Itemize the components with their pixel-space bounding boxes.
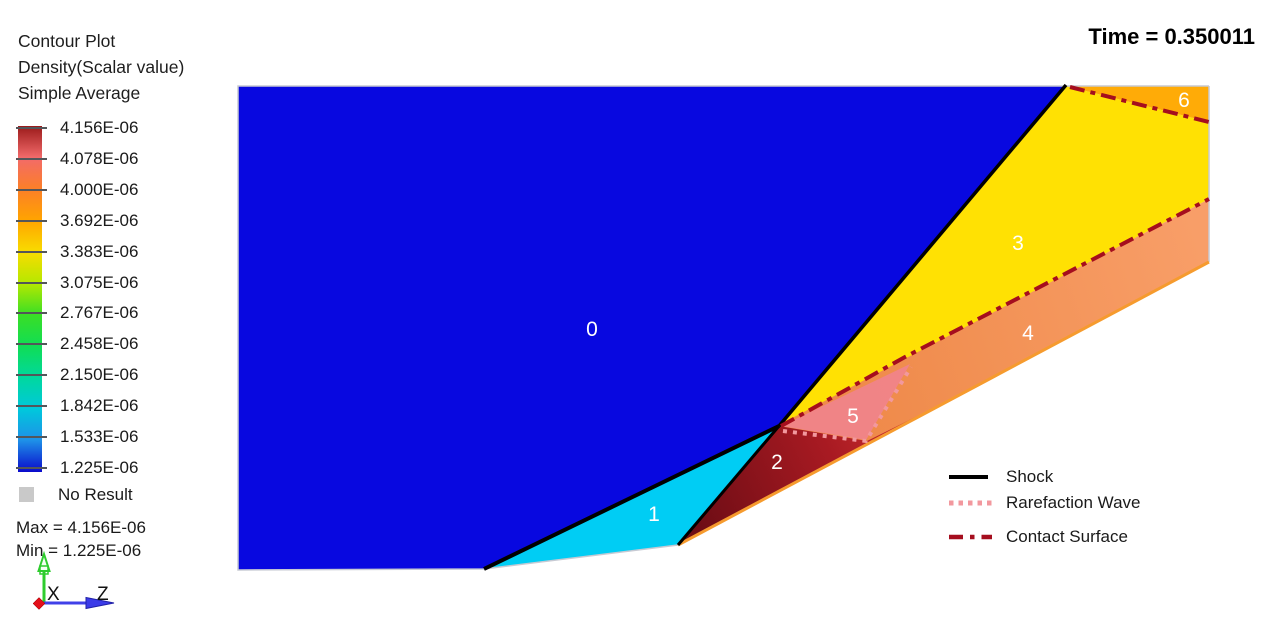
colorbar-value-label: 1.225E-06 bbox=[60, 458, 139, 477]
colorbar-entry: 2.458E-06 bbox=[16, 334, 139, 354]
colorbar-entry: 3.075E-06 bbox=[16, 272, 139, 292]
region-3-label: 3 bbox=[1012, 232, 1024, 255]
region-2-label: 2 bbox=[771, 451, 783, 474]
legend-entry-shock: Shock bbox=[948, 467, 1053, 487]
colorbar-tick bbox=[16, 127, 47, 129]
colorbar-tick bbox=[16, 343, 47, 346]
colorbar-value-label: 1.533E-06 bbox=[60, 427, 139, 447]
region-0-fill bbox=[238, 86, 1066, 570]
rarefaction-line-swatch bbox=[949, 500, 992, 506]
colorbar-tick bbox=[16, 467, 47, 469]
shock-line-swatch bbox=[949, 475, 988, 479]
colorbar-value-label: 2.150E-06 bbox=[60, 365, 139, 385]
region-5-fill bbox=[781, 364, 910, 440]
averaging-label: Simple Average bbox=[18, 83, 141, 103]
region-4-label: 4 bbox=[1022, 322, 1034, 345]
no-result-label: No Result bbox=[58, 484, 133, 504]
colorbar-value-label: 2.767E-06 bbox=[60, 303, 139, 323]
colorbar-entry: 4.000E-06 bbox=[16, 179, 139, 199]
no-result-swatch bbox=[19, 487, 34, 502]
colorbar-value-label: 3.383E-06 bbox=[60, 241, 139, 261]
incident-shock-line bbox=[777, 83, 1068, 428]
colorbar-tick bbox=[16, 281, 47, 284]
colorbar-entry: 2.150E-06 bbox=[16, 365, 139, 385]
region-5-label: 5 bbox=[847, 405, 859, 428]
plot-header: Contour Plot Density(Scalar value) Simpl… bbox=[18, 28, 184, 106]
colorbar-entry: 1.533E-06 bbox=[16, 427, 139, 447]
region-0-label: 0 bbox=[586, 318, 598, 341]
shock-label: Shock bbox=[1006, 467, 1054, 486]
colorbar-value-label: 1.842E-06 bbox=[60, 396, 139, 416]
z-axis-label: Z bbox=[97, 584, 109, 605]
colorbar-tick bbox=[16, 188, 47, 191]
x-axis-label: X bbox=[47, 584, 60, 605]
colorbar-entry: 2.767E-06 bbox=[16, 303, 139, 323]
colorbar-value-label: 4.000E-06 bbox=[60, 179, 139, 199]
rarefaction-label: Rarefaction Wave bbox=[1006, 493, 1141, 512]
legend-entry-contact: Contact Surface bbox=[948, 527, 1128, 547]
rarefaction-wave-line bbox=[782, 365, 913, 444]
axis-triad: X Z bbox=[32, 550, 115, 610]
colorbar-entry: 4.078E-06 bbox=[16, 148, 139, 168]
colorbar-tick bbox=[16, 312, 47, 315]
region-1-label: 1 bbox=[648, 503, 660, 526]
colorbar-value-label: 3.075E-06 bbox=[60, 272, 139, 292]
colorbar-entry: 3.692E-06 bbox=[16, 210, 139, 230]
colorbar-value-label: 3.692E-06 bbox=[60, 210, 139, 230]
colorbar-value-label: 2.458E-06 bbox=[60, 334, 139, 354]
domain-border bbox=[237, 85, 1210, 571]
colorbar-entry: 1.842E-06 bbox=[16, 396, 139, 416]
scalar-label: Density(Scalar value) bbox=[18, 57, 185, 77]
plot-type-label: Contour Plot bbox=[18, 31, 116, 51]
colorbar-tick bbox=[16, 219, 47, 222]
z-axis-arrowhead-icon bbox=[85, 596, 115, 610]
colorbar-gradient bbox=[18, 126, 42, 472]
colorbar-tick bbox=[16, 436, 47, 439]
colorbar-entry: 3.383E-06 bbox=[16, 241, 139, 261]
colorbar-entry: 4.156E-06 bbox=[16, 118, 139, 137]
origin-dot-icon bbox=[32, 597, 46, 610]
time-label: Time = 0.350011 bbox=[1088, 24, 1255, 49]
x-axis-square-icon bbox=[39, 565, 49, 575]
wedge-surface-line bbox=[677, 260, 1210, 547]
lower-shock-line bbox=[483, 424, 780, 571]
colorbar-value-label: 4.078E-06 bbox=[60, 148, 139, 168]
region-6-label: 6 bbox=[1178, 89, 1190, 112]
contact-surface-upper-line bbox=[1069, 85, 1210, 124]
legend-entry-rarefaction: Rarefaction Wave bbox=[948, 493, 1140, 513]
reflected-shock-line bbox=[676, 425, 781, 546]
colorbar-tick bbox=[16, 374, 47, 377]
colorbar-value-label: 4.156E-06 bbox=[60, 118, 139, 137]
contact-line-swatch bbox=[949, 534, 992, 540]
max-value-label: Max = 4.156E-06 bbox=[16, 518, 146, 537]
colorbar-tick bbox=[16, 250, 47, 253]
min-value-label: Min = 1.225E-06 bbox=[16, 541, 142, 560]
colorbar-entry: 1.225E-06 bbox=[16, 458, 139, 477]
colorbar-tick bbox=[16, 405, 47, 408]
contact-label: Contact Surface bbox=[1006, 527, 1128, 546]
contact-surface-lower-line bbox=[780, 197, 1210, 428]
colorbar-tick bbox=[16, 157, 47, 160]
no-result-entry: No Result bbox=[19, 484, 133, 504]
region-3-fill bbox=[780, 86, 1209, 425]
